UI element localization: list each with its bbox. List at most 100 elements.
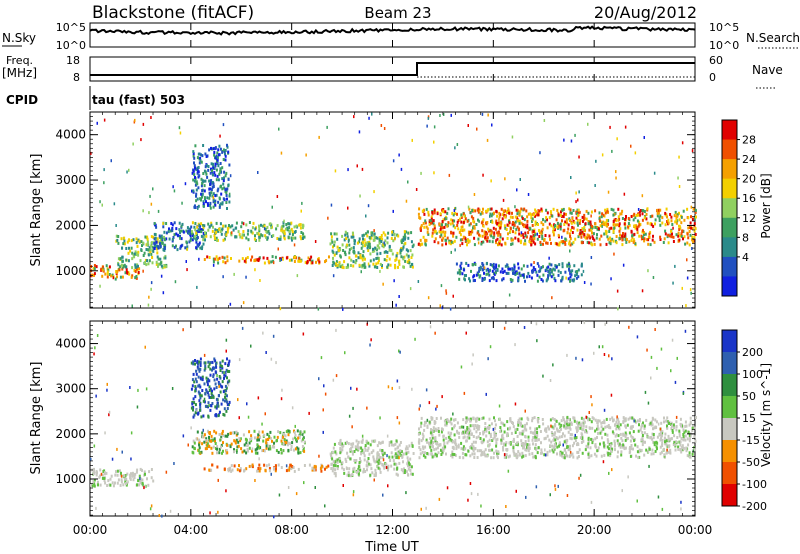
echo-cell [532, 266, 535, 270]
echo-cell [207, 165, 210, 168]
echo-cell [197, 166, 200, 169]
echo-cell [243, 468, 246, 472]
echo-cell [360, 440, 363, 444]
echo-cell [135, 276, 138, 280]
echo-cell [557, 484, 559, 488]
echo-cell [374, 472, 377, 476]
echo-cell [333, 442, 336, 446]
echo-cell [524, 409, 526, 413]
echo-cell [619, 432, 622, 436]
echo-cell [318, 135, 320, 139]
echo-cell [374, 468, 377, 472]
echo-cell [515, 452, 518, 456]
echo-cell [479, 267, 482, 271]
echo-cell [370, 467, 373, 471]
echo-cell [135, 275, 138, 278]
echo-cell [431, 211, 434, 214]
echo-cell [123, 242, 126, 246]
echo-cell [570, 139, 573, 143]
echo-cell [399, 350, 401, 354]
echo-cell [572, 226, 575, 230]
echo-cell [488, 273, 491, 277]
echo-cell [623, 192, 626, 196]
echo-cell [685, 424, 688, 428]
echo-cell [150, 468, 153, 471]
echo-cell [432, 454, 435, 458]
echo-cell [271, 255, 274, 259]
echo-cell [641, 434, 644, 437]
echo-cell [616, 455, 619, 459]
echo-cell [390, 440, 393, 444]
echo-cell [523, 275, 525, 279]
echo-cell [208, 191, 211, 195]
echo-cell [211, 402, 214, 405]
echo-cell [195, 369, 198, 373]
echo-cell [679, 440, 682, 444]
echo-cell [454, 206, 457, 210]
echo-cell [617, 307, 619, 311]
echo-cell [479, 437, 482, 440]
echo-cell [213, 357, 216, 361]
echo-cell [452, 231, 455, 235]
echo-cell [646, 433, 649, 436]
echo-cell [142, 209, 144, 213]
echo-cell [607, 451, 610, 455]
echo-cell [640, 234, 643, 238]
echo-cell [160, 261, 162, 265]
echo-cell [130, 239, 133, 243]
echo-cell [609, 236, 611, 240]
y-tick-label: 2000 [55, 218, 86, 232]
echo-cell [106, 270, 109, 274]
echo-cell [544, 436, 547, 440]
echo-cell [433, 224, 436, 228]
echo-cell [361, 234, 364, 238]
echo-cell [484, 426, 487, 430]
echo-cell [332, 446, 335, 450]
echo-cell [461, 272, 464, 276]
echo-cell [625, 238, 628, 241]
echo-cell [454, 226, 457, 230]
echo-cell [216, 401, 219, 405]
echo-cell [565, 218, 568, 222]
echo-cell [446, 236, 449, 240]
echo-cell [467, 205, 470, 209]
echo-cell [522, 429, 525, 433]
echo-cell [187, 229, 190, 233]
echo-cell [376, 252, 379, 256]
echo-cell [191, 231, 194, 235]
echo-cell [559, 452, 561, 456]
echo-cell [577, 455, 580, 458]
echo-cell [460, 266, 462, 270]
echo-cell [419, 227, 422, 231]
echo-cell [222, 260, 225, 264]
echo-cell [184, 182, 187, 186]
echo-cell [481, 451, 483, 454]
echo-cell [171, 237, 174, 241]
cpid-label: CPID [6, 93, 38, 107]
echo-cell [288, 222, 291, 226]
echo-cell [250, 229, 253, 233]
echo-cell [201, 247, 203, 251]
echo-cell [447, 435, 450, 439]
echo-cell [204, 447, 207, 451]
echo-cell [517, 266, 520, 270]
echo-cell [270, 234, 273, 238]
echo-cell [226, 143, 228, 147]
echo-cell [510, 431, 513, 435]
echo-cell [187, 231, 189, 235]
echo-cell [444, 217, 447, 221]
echo-cell [208, 196, 211, 200]
echo-cell [330, 462, 333, 466]
echo-cell [533, 235, 536, 239]
echo-cell [218, 451, 221, 455]
echo-cell [566, 494, 569, 497]
echo-cell [618, 236, 621, 240]
echo-cell [443, 225, 446, 229]
echo-cell [251, 463, 254, 467]
echo-cell [265, 464, 268, 468]
echo-cell [586, 236, 589, 240]
echo-cell [381, 237, 384, 241]
echo-cell [600, 429, 603, 433]
echo-cell [436, 212, 439, 216]
echo-cell [419, 216, 422, 220]
